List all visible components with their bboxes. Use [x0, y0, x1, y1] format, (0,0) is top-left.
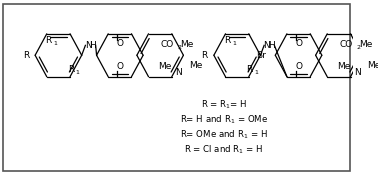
Text: 1: 1 — [53, 41, 57, 46]
Text: N: N — [175, 68, 182, 77]
Text: Me: Me — [189, 61, 202, 71]
Text: R= OMe and R$_1$ = H: R= OMe and R$_1$ = H — [180, 128, 268, 141]
Text: O: O — [116, 39, 123, 48]
Text: Me: Me — [180, 40, 194, 49]
Text: 2: 2 — [178, 45, 182, 50]
Text: Me: Me — [359, 40, 373, 49]
Text: R: R — [68, 65, 74, 74]
Text: 1: 1 — [232, 41, 236, 46]
Text: Me: Me — [337, 62, 350, 71]
Text: N: N — [263, 41, 270, 50]
Text: N: N — [354, 68, 360, 77]
Text: N: N — [85, 41, 91, 50]
Text: Me: Me — [367, 61, 378, 71]
Text: Me: Me — [158, 62, 172, 71]
Text: CO: CO — [340, 40, 353, 49]
Text: H: H — [90, 41, 96, 50]
Text: R: R — [45, 36, 52, 45]
Text: CO: CO — [161, 40, 174, 49]
Text: R: R — [23, 51, 29, 60]
Text: R: R — [224, 36, 231, 45]
Text: O: O — [295, 62, 302, 71]
Text: 1: 1 — [254, 70, 258, 75]
Text: 1: 1 — [76, 70, 79, 75]
Text: R: R — [201, 51, 208, 60]
Text: R = Cl and R$_1$ = H: R = Cl and R$_1$ = H — [184, 143, 264, 156]
Text: O: O — [295, 39, 302, 48]
Text: 2: 2 — [356, 45, 361, 50]
Text: Br: Br — [256, 51, 266, 60]
Text: H: H — [268, 41, 275, 50]
Text: R: R — [246, 65, 253, 74]
Text: O: O — [116, 62, 123, 71]
Text: R = R$_1$= H: R = R$_1$= H — [201, 99, 247, 111]
Text: R= H and R$_1$ = OMe: R= H and R$_1$ = OMe — [180, 114, 268, 126]
